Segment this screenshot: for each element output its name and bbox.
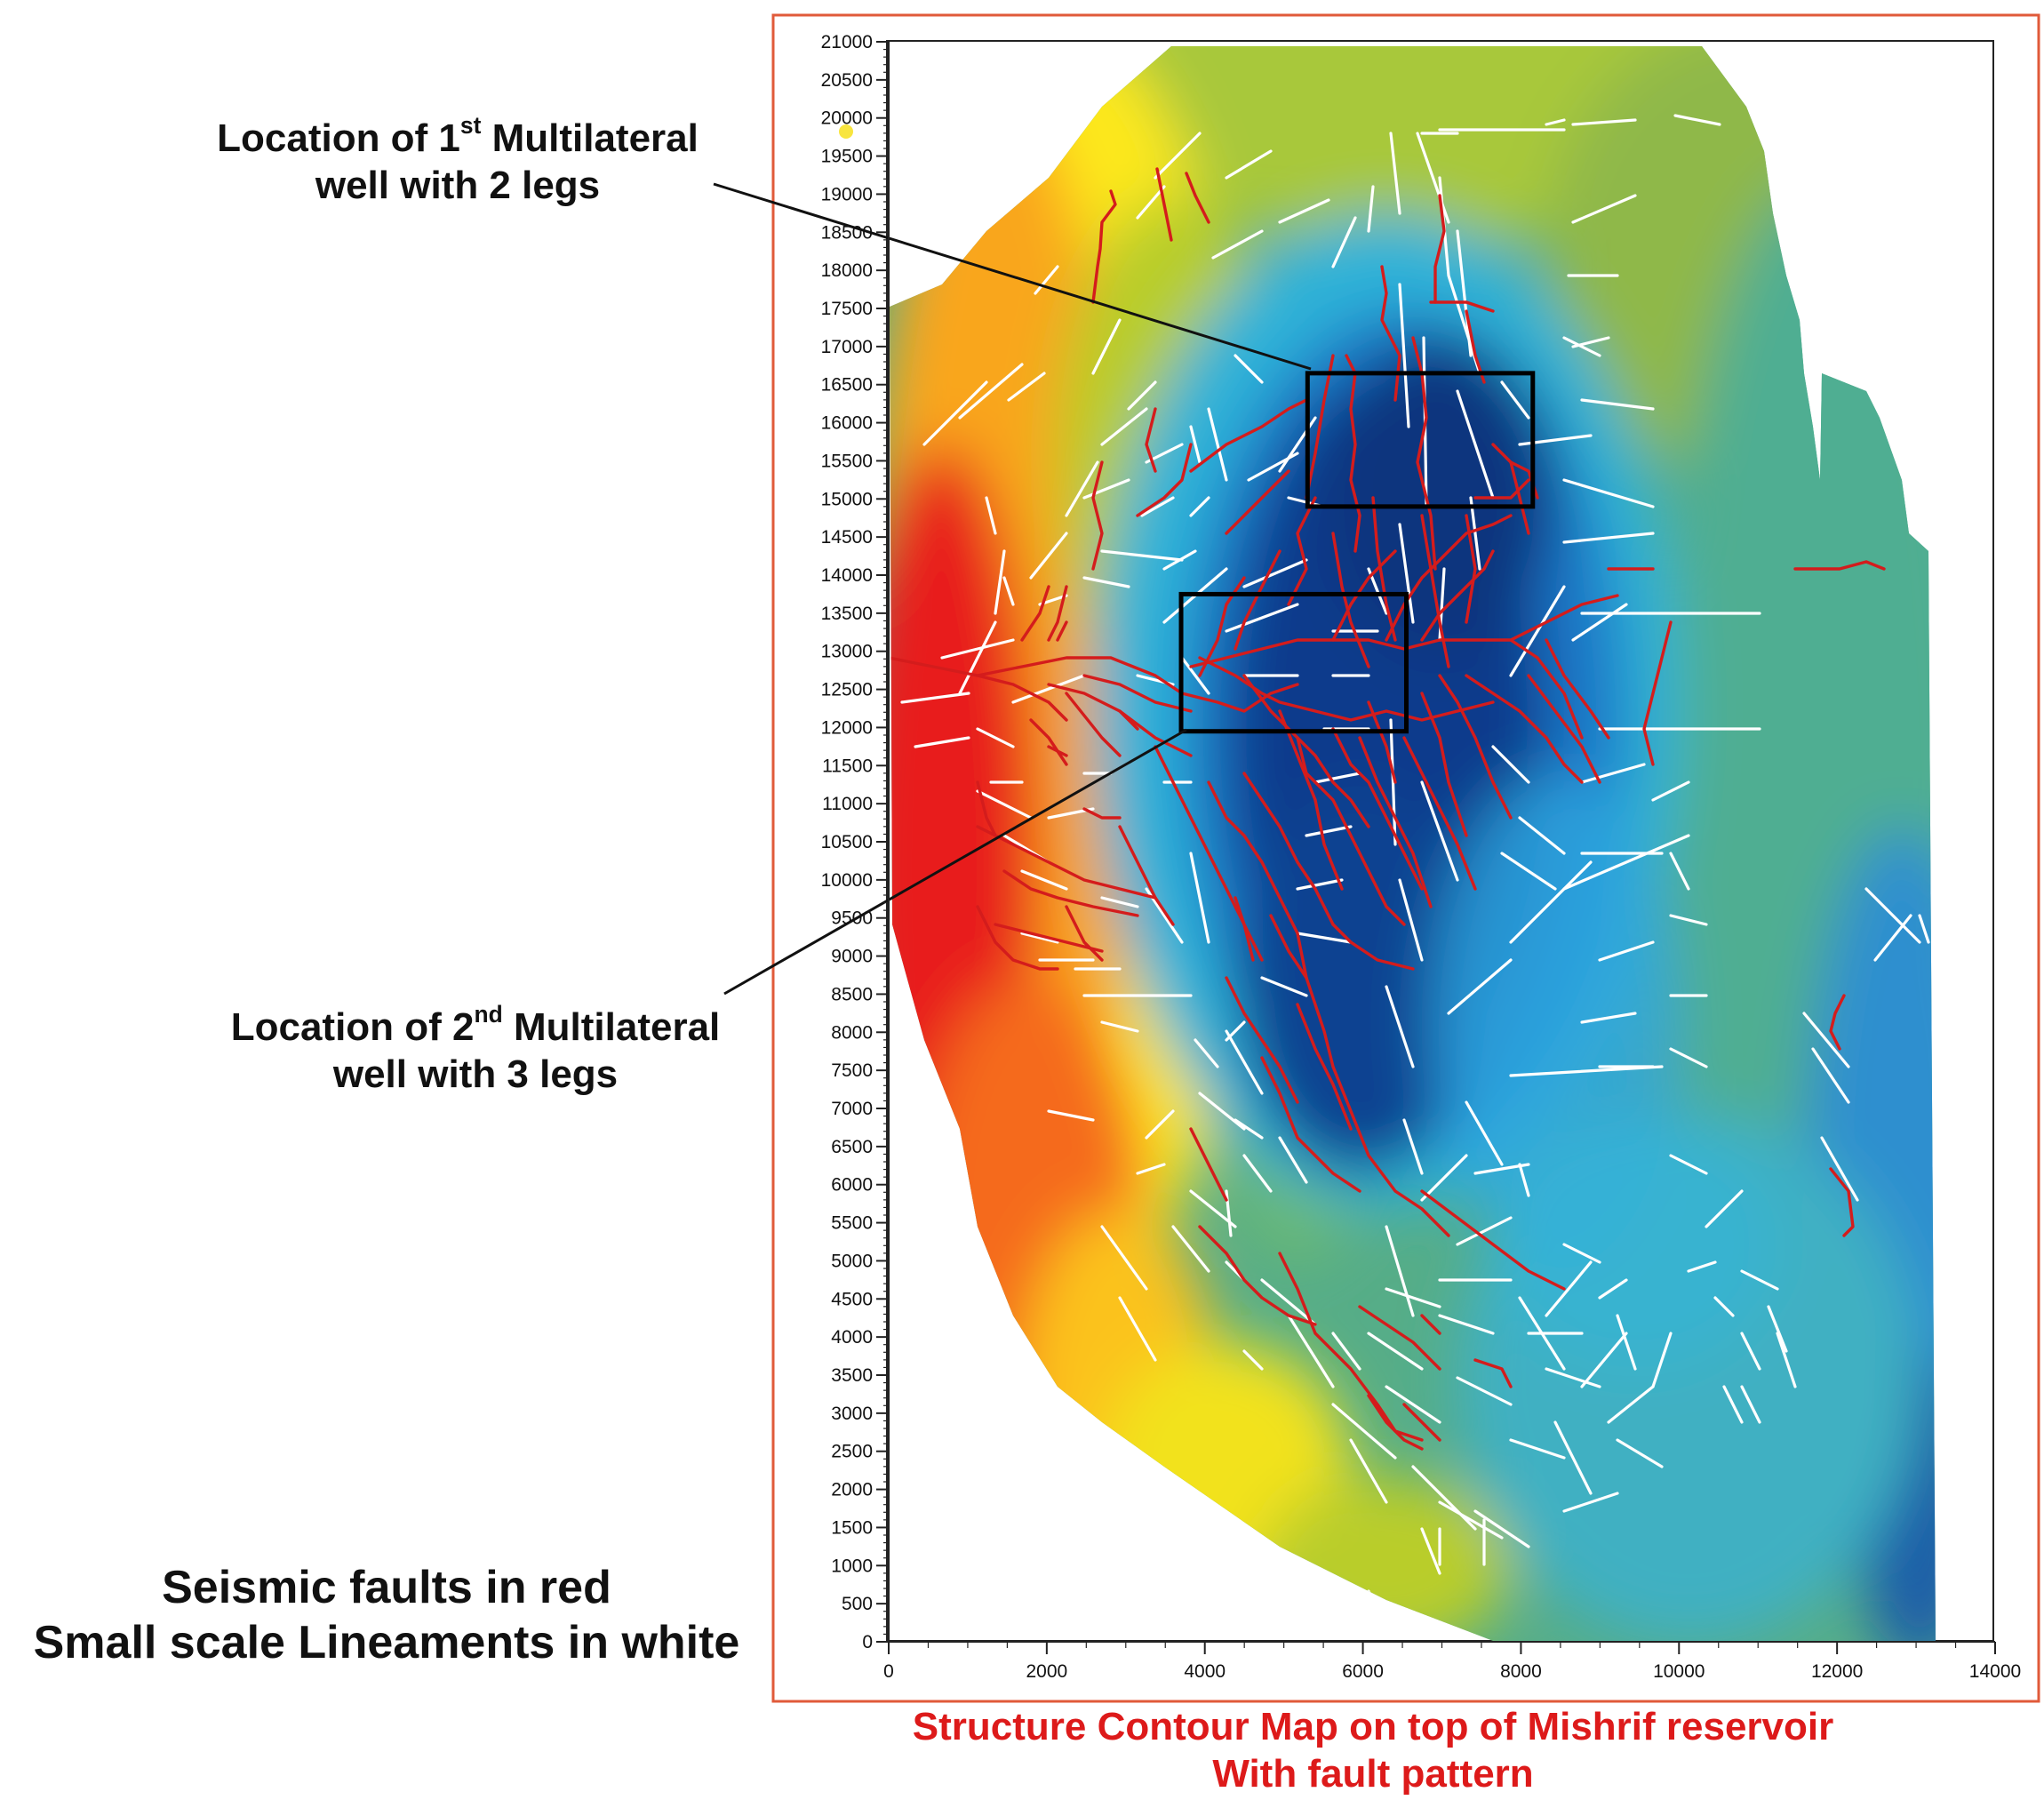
x-tick-label: 4000	[1184, 1661, 1226, 1682]
y-tick-label: 11500	[822, 756, 873, 776]
y-tick-label: 4500	[831, 1289, 873, 1309]
y-tick-label: 15500	[821, 451, 873, 471]
y-tick-label: 7500	[831, 1060, 873, 1081]
y-tick-label: 17000	[821, 337, 873, 357]
y-tick-label: 8500	[831, 984, 873, 1004]
x-tick-label: 6000	[1342, 1661, 1384, 1682]
y-tick-label: 0	[862, 1632, 873, 1652]
well-2-location-box	[1178, 591, 1409, 734]
x-tick-label: 2000	[1026, 1661, 1067, 1682]
y-tick-label: 1500	[831, 1517, 873, 1538]
y-tick-label: 9000	[831, 947, 873, 967]
y-tick-label: 3000	[831, 1404, 873, 1424]
y-tick-label: 16000	[821, 413, 873, 434]
x-tick-label: 12000	[1811, 1661, 1863, 1682]
x-tick-label: 0	[883, 1661, 894, 1682]
y-tick-label: 7000	[831, 1099, 873, 1119]
legend-lineaments: Small scale Lineaments in white	[33, 1617, 740, 1669]
well-2-leader-line	[723, 728, 1187, 996]
y-tick-label: 19500	[821, 147, 873, 167]
well-1-location-box	[1305, 371, 1536, 509]
y-tick-label: 14000	[821, 565, 873, 586]
y-tick-label: 12000	[821, 717, 873, 738]
y-tick-label: 500	[842, 1594, 873, 1614]
y-tick-label: 3500	[831, 1365, 873, 1386]
y-tick-label: 4000	[831, 1327, 873, 1348]
y-tick-label: 13500	[821, 604, 873, 624]
y-tick-label: 10500	[821, 832, 873, 852]
y-tick-label: 21000	[821, 32, 873, 52]
y-tick-label: 14500	[821, 527, 873, 548]
y-tick-label: 2000	[831, 1480, 873, 1500]
y-tick-label: 20000	[821, 108, 873, 129]
y-tick-label: 5500	[831, 1213, 873, 1234]
y-tick-label: 15000	[821, 489, 873, 509]
y-tick-label: 6500	[831, 1137, 873, 1157]
figure-caption: Structure Contour Map on top of Mishrif …	[773, 1704, 1973, 1798]
lineament-set	[900, 114, 1930, 1628]
x-tick-label: 14000	[1969, 1661, 2021, 1682]
y-tick-label: 1000	[831, 1556, 873, 1576]
figure-frame	[771, 13, 2040, 1703]
y-tick-label: 10000	[821, 870, 873, 891]
well-2-callout: Location of 2nd Multilateral well with 3…	[230, 1001, 721, 1096]
y-tick-label: 16500	[821, 375, 873, 396]
y-tick-label: 11000	[822, 794, 873, 814]
y-tick-label: 19000	[821, 184, 873, 204]
y-tick-label: 6000	[831, 1175, 873, 1196]
fault-legend: Seismic faults in red Small scale Lineam…	[18, 1560, 755, 1671]
y-tick-label: 18000	[821, 260, 873, 281]
well-1-callout: Location of 1st Multilateral well with 2…	[217, 112, 699, 207]
y-tick-label: 5000	[831, 1251, 873, 1271]
legend-seismic-faults: Seismic faults in red	[162, 1562, 611, 1613]
x-tick-label: 10000	[1653, 1661, 1705, 1682]
y-tick-label: 18500	[821, 222, 873, 243]
well-1-leader-line	[713, 182, 1312, 371]
map-marker-dot	[839, 124, 853, 139]
y-axis: 0 500 1000 1500 2000 2500 3000 3500 4000 4500 5000…	[821, 32, 890, 1652]
x-tick-label: 8000	[1500, 1661, 1542, 1682]
y-tick-label: 17500	[821, 299, 873, 319]
y-tick-label: 12500	[821, 680, 873, 700]
y-tick-label: 2500	[831, 1442, 873, 1462]
y-tick-label: 13000	[821, 642, 873, 662]
caption-line-2: With fault pattern	[1212, 1751, 1534, 1796]
caption-line-1: Structure Contour Map on top of Mishrif …	[912, 1705, 1834, 1748]
y-tick-label: 9500	[831, 908, 873, 929]
x-axis: 0 2000 4000 6000 8000 10000 12000 14000	[883, 1641, 2021, 1682]
y-tick-label: 8000	[831, 1022, 873, 1043]
y-tick-label: 20500	[821, 70, 873, 91]
